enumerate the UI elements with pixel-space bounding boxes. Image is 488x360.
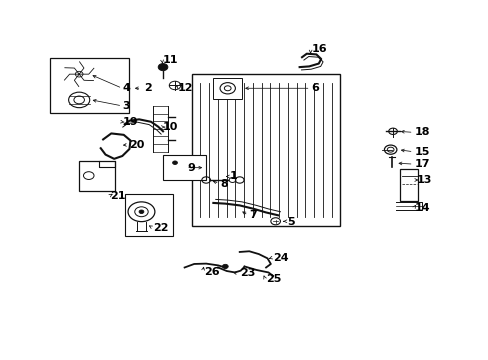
Text: 3: 3 (122, 101, 130, 111)
Text: 22: 22 (153, 222, 168, 233)
Circle shape (139, 210, 143, 213)
Text: 5: 5 (287, 217, 295, 227)
Bar (191, 74, 340, 226)
Text: 16: 16 (311, 45, 326, 54)
Text: 25: 25 (265, 274, 281, 284)
Text: 1: 1 (230, 171, 237, 181)
Text: 19: 19 (122, 117, 138, 127)
Bar (399, 170, 418, 201)
Text: 15: 15 (414, 147, 429, 157)
Text: 8: 8 (220, 179, 228, 189)
Bar (79, 161, 115, 190)
Bar (213, 78, 242, 99)
Text: 26: 26 (203, 267, 219, 277)
Text: 7: 7 (249, 210, 257, 220)
Bar (163, 155, 206, 180)
Text: 20: 20 (129, 140, 144, 150)
Text: 23: 23 (239, 269, 255, 279)
Text: 18: 18 (414, 127, 429, 138)
Circle shape (172, 161, 177, 165)
Text: 13: 13 (416, 175, 431, 185)
Text: 2: 2 (143, 83, 151, 93)
Text: 21: 21 (110, 191, 125, 201)
Circle shape (158, 64, 167, 71)
Text: 10: 10 (163, 122, 178, 132)
Text: 9: 9 (186, 163, 195, 173)
Text: 12: 12 (177, 83, 192, 93)
Text: 14: 14 (414, 203, 429, 213)
Text: 4: 4 (122, 83, 130, 93)
Bar (50, 58, 129, 113)
Text: 17: 17 (414, 159, 429, 169)
Bar (124, 194, 172, 237)
Circle shape (222, 264, 228, 269)
Text: 11: 11 (163, 55, 178, 65)
Text: 24: 24 (273, 253, 288, 262)
Text: 6: 6 (311, 83, 319, 93)
